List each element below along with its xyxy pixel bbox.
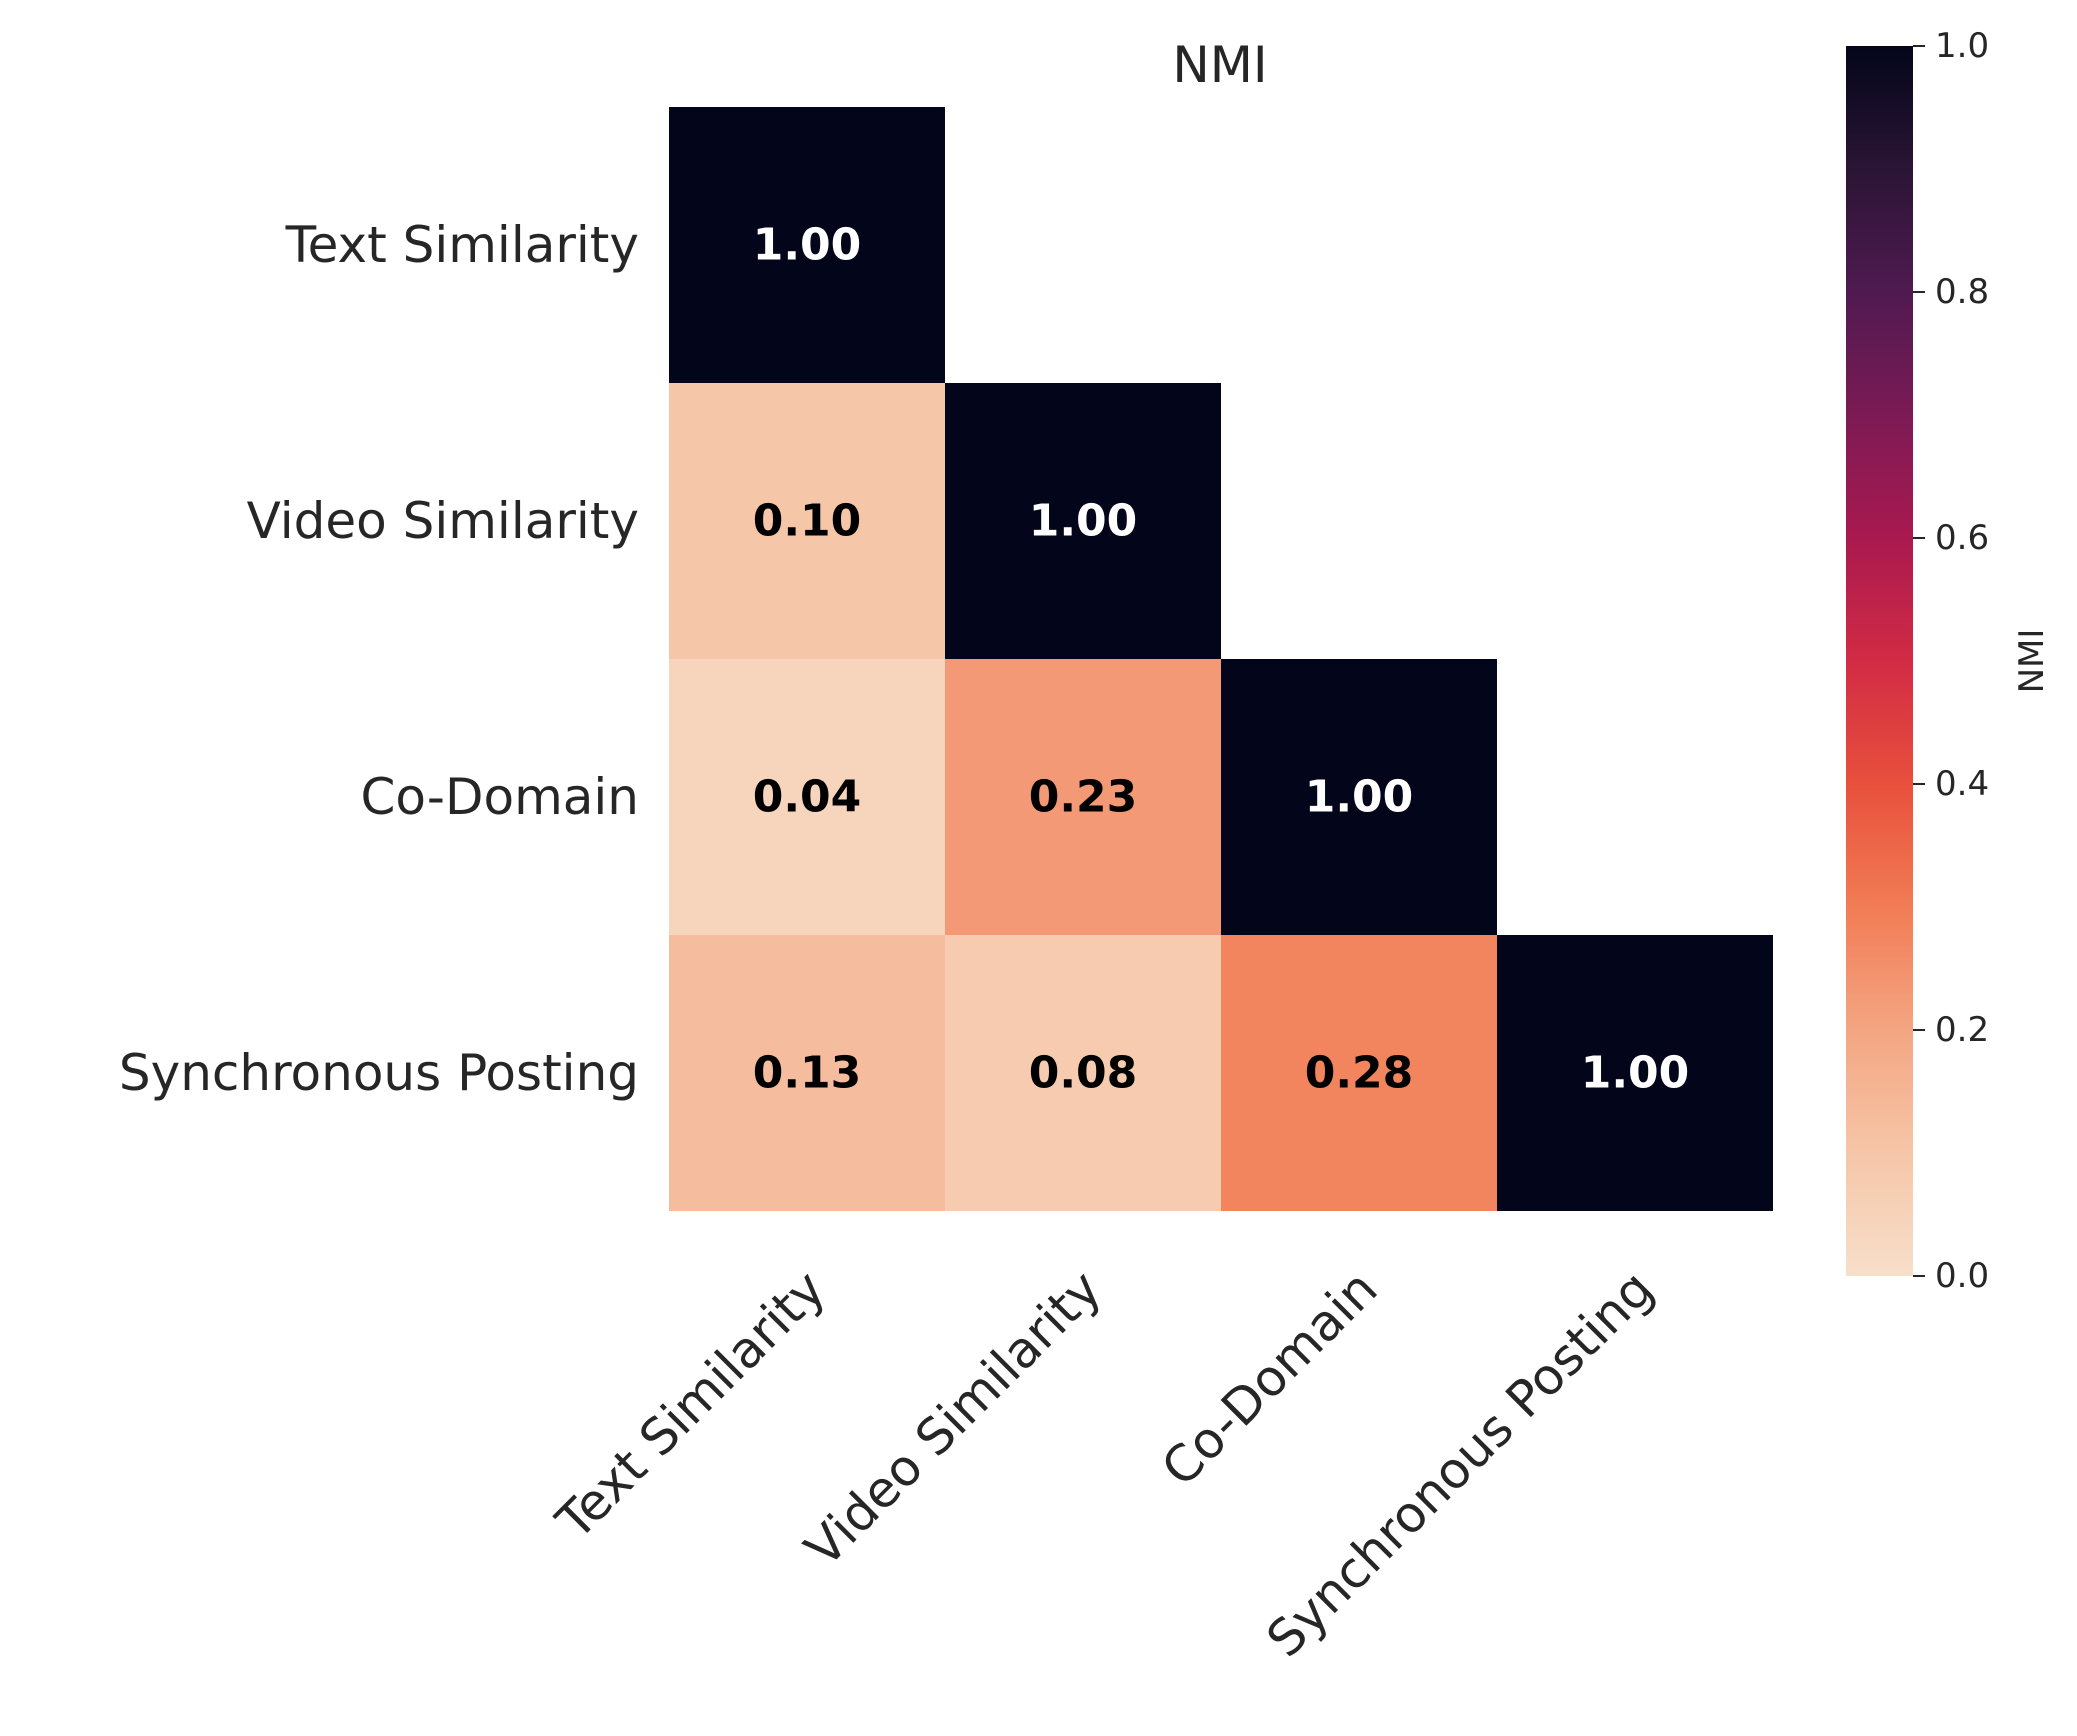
- colorbar-gradient: [1846, 46, 1913, 1276]
- heatmap-cell: [945, 383, 1221, 659]
- y-tick-label: Text Similarity: [285, 216, 639, 274]
- y-tick-label: Co-Domain: [361, 768, 640, 826]
- colorbar-tick-label: 0.8: [1935, 272, 1989, 312]
- x-tick-label: Co-Domain: [1151, 1259, 1389, 1497]
- colorbar: 0.0 0.2 0.4 0.6 0.8 1.0 NMI: [1846, 26, 2052, 1296]
- heatmap-cell: [1497, 935, 1773, 1211]
- colorbar-tick-label: 0.4: [1935, 764, 1989, 804]
- colorbar-tick-label: 0.2: [1935, 1010, 1989, 1050]
- heatmap-cell: [1221, 659, 1497, 935]
- cell-value-label: 1.00: [1581, 1048, 1690, 1099]
- cell-value-label: 0.04: [753, 772, 862, 823]
- cell-value-label: 0.10: [753, 496, 862, 547]
- colorbar-tick-label: 0.0: [1935, 1256, 1989, 1296]
- heatmap-cell: [945, 659, 1221, 935]
- heatmap-cell: [1221, 935, 1497, 1211]
- x-tick-label: Video Similarity: [794, 1259, 1112, 1577]
- heatmap-cells: 1.00 0.10 1.00 0.04 0.23 1.00 0.13 0.08 0.28 1.00: [669, 107, 1773, 1211]
- cell-value-label: 1.00: [1305, 772, 1414, 823]
- y-tick-label: Video Similarity: [247, 492, 639, 550]
- x-tick-label: Text Similarity: [545, 1259, 837, 1551]
- cell-value-label: 0.08: [1029, 1048, 1138, 1099]
- heatmap-cell: [669, 383, 945, 659]
- heatmap-cell: [669, 107, 945, 383]
- heatmap-cell: [669, 659, 945, 935]
- cell-value-label: 0.28: [1305, 1048, 1414, 1099]
- cell-value-label: 1.00: [1029, 496, 1138, 547]
- cell-value-label: 1.00: [753, 220, 862, 271]
- colorbar-tick-label: 1.0: [1935, 26, 1989, 66]
- colorbar-ticks: 0.0 0.2 0.4 0.6 0.8 1.0: [1913, 26, 1989, 1296]
- y-axis-labels: Text Similarity Video Similarity Co-Domain…: [119, 216, 639, 1102]
- heatmap-cell: [669, 935, 945, 1211]
- y-tick-label: Synchronous Posting: [119, 1044, 639, 1102]
- chart-title: NMI: [1172, 36, 1267, 94]
- heatmap-cell: [945, 935, 1221, 1211]
- colorbar-label: NMI: [2012, 629, 2052, 694]
- colorbar-tick-label: 0.6: [1935, 518, 1989, 558]
- cell-value-label: 0.23: [1029, 772, 1138, 823]
- cell-value-label: 0.13: [753, 1048, 862, 1099]
